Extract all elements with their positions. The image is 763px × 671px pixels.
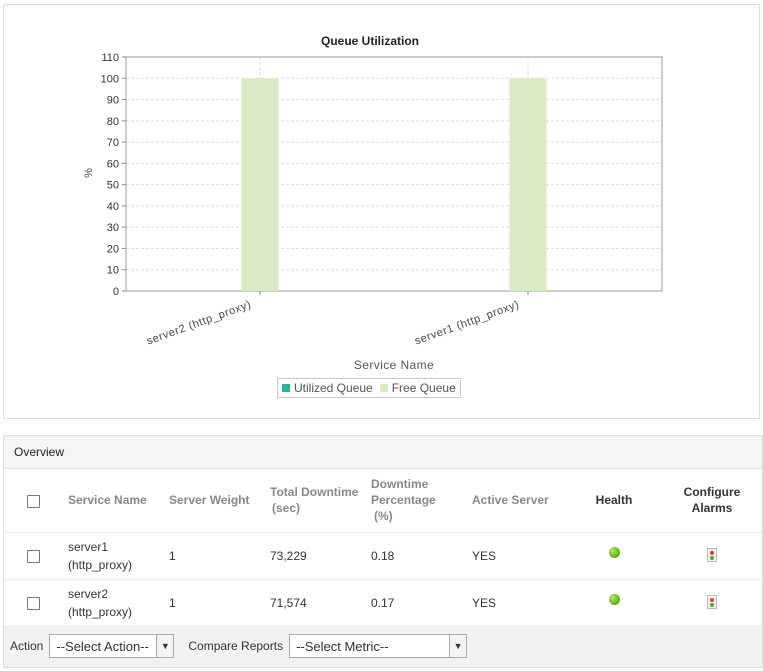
metric-select-value: --Select Metric-- [296,638,389,654]
service-name-cell: server1 (http_proxy) [62,532,163,580]
table-row: server1 (http_proxy) 1 73,229 0.18 YES [4,532,762,580]
col-total-downtime[interactable]: Total Downtime (sec) [264,469,365,533]
legend-label-free: Free Queue [391,381,456,395]
service-type: (http_proxy) [68,604,133,619]
action-label: Action [10,639,44,653]
y-tick-label: 10 [107,265,119,277]
select-all-cell [4,469,62,533]
col-downtime-pct-line3: (%) [374,509,393,524]
table-row: server2 (http_proxy) 1 71,574 0.17 YES [4,579,762,627]
health-cell [566,532,662,580]
table-footer-bar: Action --Select Action-- ▼ Compare Repor… [4,625,762,667]
table-header-row: Service Name Server Weight Total Downtim… [4,469,762,533]
col-total-downtime-line2: (sec) [272,501,301,516]
col-service-name[interactable]: Service Name [62,469,163,533]
alarm-cell [662,532,762,580]
legend-swatch-free [379,384,388,392]
y-tick-label: 20 [107,243,119,255]
service-name: server1 [68,539,109,554]
y-tick-label: 80 [107,116,119,128]
y-tick-label: 50 [107,180,119,192]
legend-swatch-utilized [282,384,290,392]
health-cell [566,579,662,627]
y-tick-label: 40 [107,201,119,213]
downtime-percentage: 0.17 [365,579,466,627]
active-server: YES [466,532,566,580]
col-configure-alarms-line2: Alarms [691,501,733,516]
row-select-cell [4,579,62,627]
total-downtime: 71,574 [264,579,365,627]
service-name: server2 [68,586,109,601]
action-select[interactable]: --Select Action-- ▼ [49,634,175,658]
col-active-server[interactable]: Active Server [466,469,566,533]
col-configure-alarms-line1: Configure [683,485,741,500]
compare-reports-label: Compare Reports [188,639,284,653]
chart-legend: Utilized Queue Free Queue [277,378,461,398]
col-configure-alarms: Configure Alarms [662,469,762,533]
y-tick-label: 100 [101,73,119,85]
select-all-checkbox[interactable] [26,494,40,508]
legend-item-utilized[interactable]: Utilized Queue [282,381,373,395]
alarm-config-icon[interactable] [707,595,717,609]
queue-utilization-chart-panel: Queue Utilization 0 10 20 30 40 50 60 70 80 90 100 1… [3,4,760,419]
col-health[interactable]: Health [566,469,662,533]
legend-item-free[interactable]: Free Queue [379,381,456,395]
bar-free-queue [509,78,547,291]
overview-table: Service Name Server Weight Total Downtim… [4,469,762,627]
queue-utilization-chart: Queue Utilization 0 10 20 30 40 50 60 70 80 90 100 1… [83,34,663,372]
col-downtime-pct-line2: Percentage [371,493,436,508]
overview-title: Overview [4,436,762,469]
row-checkbox[interactable] [26,549,40,563]
col-downtime-pct-line1: Downtime [371,477,429,492]
alarm-cell [662,579,762,627]
y-tick-label: 70 [107,137,119,149]
metric-select[interactable]: --Select Metric-- ▼ [289,634,468,658]
chevron-down-icon[interactable]: ▼ [449,635,467,657]
legend-label-utilized: Utilized Queue [294,381,373,395]
service-name-cell: server2 (http_proxy) [62,579,163,627]
health-status-icon [608,593,620,605]
row-checkbox[interactable] [26,596,40,610]
col-server-weight[interactable]: Server Weight [163,469,264,533]
overview-panel: Overview Service Name Server Weight Tota… [3,435,763,668]
y-tick-label: 90 [107,95,119,107]
downtime-percentage: 0.18 [365,532,466,580]
y-tick-label: 0 [113,286,119,298]
y-tick-label: 60 [107,158,119,170]
server-weight: 1 [163,579,264,627]
active-server: YES [466,579,566,627]
server-weight: 1 [163,532,264,580]
y-tick-label: 30 [107,222,119,234]
bar-free-queue [241,78,279,291]
plot-border [125,56,663,292]
service-type: (http_proxy) [68,557,133,572]
row-select-cell [4,532,62,580]
chevron-down-icon[interactable]: ▼ [156,635,174,657]
col-downtime-percentage[interactable]: Downtime Percentage (%) [365,469,466,533]
alarm-config-icon[interactable] [707,548,717,562]
x-tick-label: server2 (http_proxy) [145,299,253,348]
col-total-downtime-line1: Total Downtime [270,485,359,500]
health-status-icon [608,546,620,558]
action-select-value: --Select Action-- [56,638,149,654]
y-axis-label: % [83,168,95,178]
x-axis-label: Service Name [354,358,434,372]
total-downtime: 73,229 [264,532,365,580]
chart-title: Queue Utilization [321,34,419,48]
y-tick-label: 110 [101,52,119,64]
x-tick-label: server1 (http_proxy) [413,299,521,348]
